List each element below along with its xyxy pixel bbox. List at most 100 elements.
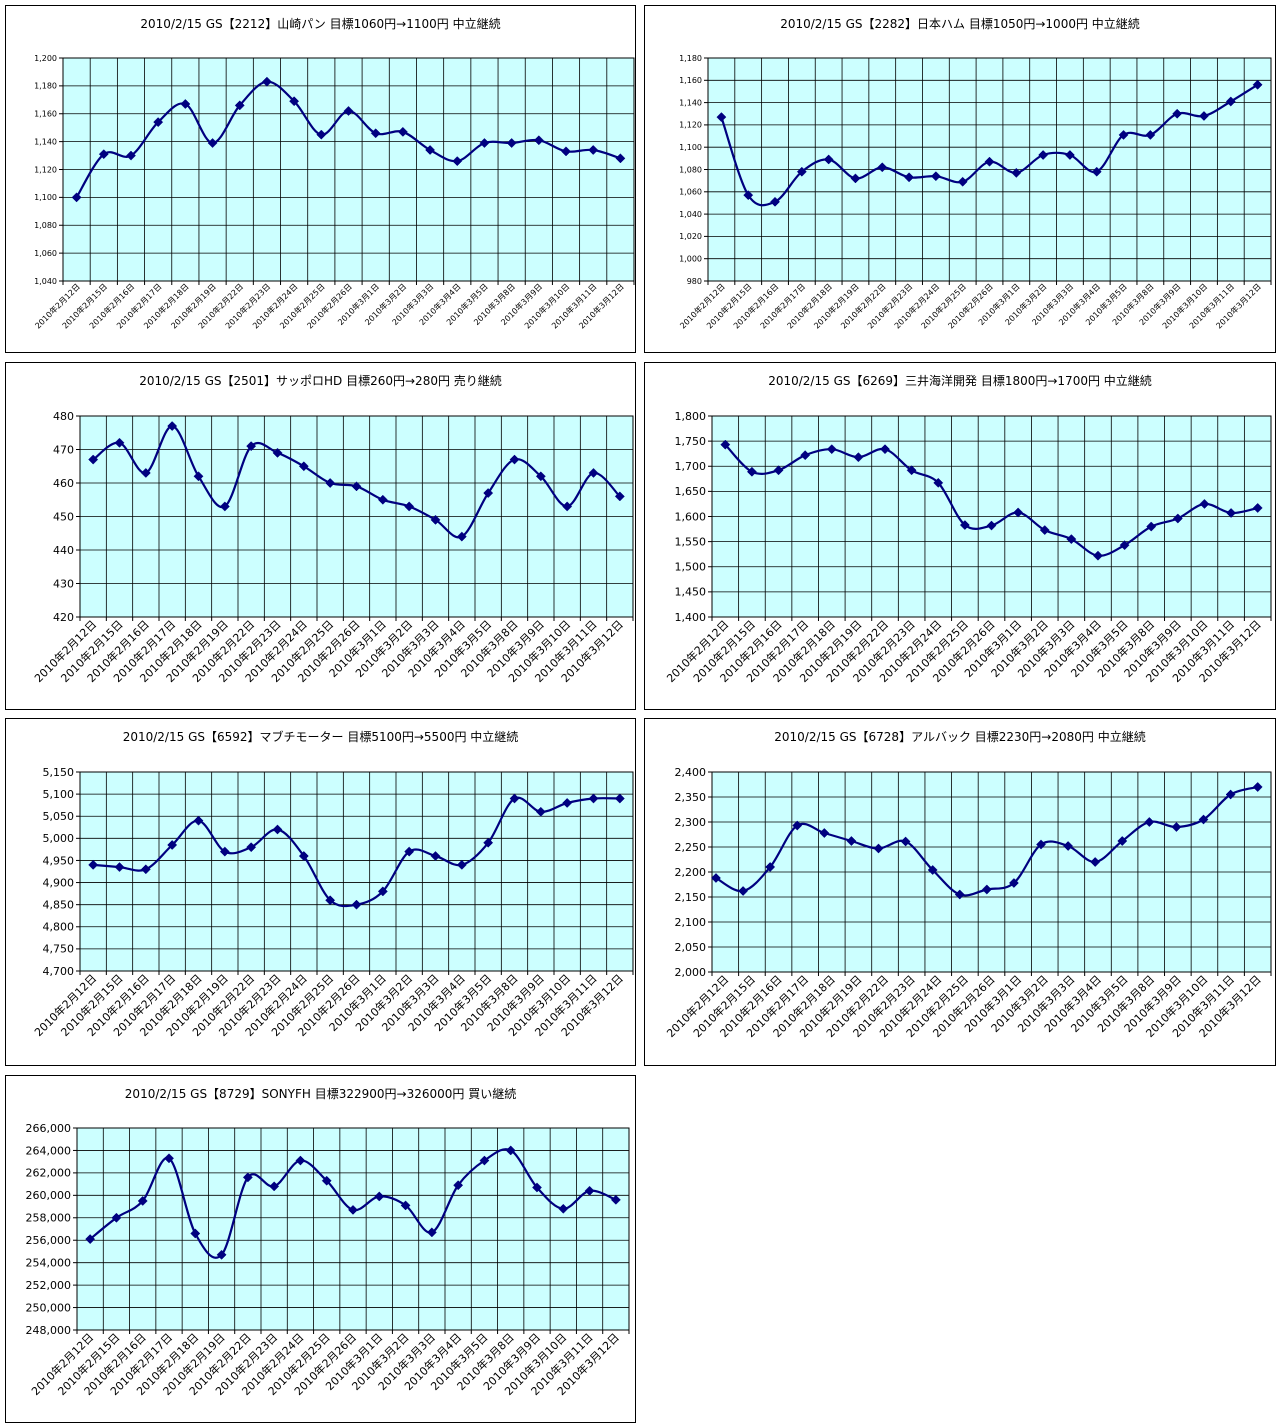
data-point-marker xyxy=(483,488,494,499)
chart-title: 2010/2/15 GS【2501】サッポロHD 目標260円→280円 売り継… xyxy=(139,373,502,388)
data-point-marker xyxy=(246,842,257,853)
data-point-marker xyxy=(853,452,864,463)
data-point-marker xyxy=(269,1181,280,1192)
data-point-marker xyxy=(325,895,336,906)
data-point-marker xyxy=(1008,878,1019,888)
data-point-marker xyxy=(126,150,136,161)
y-tick-label: 1,180 xyxy=(679,54,702,63)
data-point-marker xyxy=(1172,513,1183,524)
data-point-marker xyxy=(900,836,911,847)
data-point-marker xyxy=(85,1234,96,1245)
data-point-marker xyxy=(819,828,830,838)
y-tick-label: 470 xyxy=(53,443,74,456)
data-point-marker xyxy=(1252,79,1263,90)
y-tick-label: 1,040 xyxy=(34,277,57,286)
data-point-marker xyxy=(453,1180,464,1191)
data-point-marker xyxy=(430,851,441,861)
data-point-marker xyxy=(509,454,520,465)
y-tick-label: 248,000 xyxy=(26,1324,72,1337)
data-point-marker xyxy=(295,1155,306,1166)
y-tick-label: 4,950 xyxy=(43,854,75,867)
data-point-marker xyxy=(746,466,757,477)
data-point-marker xyxy=(98,149,109,160)
plot-area xyxy=(79,771,634,972)
data-point-marker xyxy=(770,196,780,207)
x-tick-label: 2010年2月24日 xyxy=(250,281,299,330)
data-point-marker xyxy=(71,192,82,203)
chart-title: 2010/2/15 GS【6592】マブチモーター 目標5100円→5500円 … xyxy=(123,729,519,744)
line-chart: 2010/2/15 GS【2212】山崎パン 目標1060円→1100円 中立継… xyxy=(33,16,635,331)
y-tick-label: 258,000 xyxy=(26,1212,72,1225)
data-point-marker xyxy=(535,806,546,817)
x-tick-label: 2010年2月16日 xyxy=(87,281,136,330)
data-point-marker xyxy=(984,156,995,167)
data-point-marker xyxy=(614,793,625,804)
y-tick-label: 4,850 xyxy=(43,899,75,912)
y-tick-label: 4,750 xyxy=(43,943,75,956)
y-tick-label: 480 xyxy=(53,410,74,423)
y-tick-label: 1,450 xyxy=(675,586,707,599)
data-point-marker xyxy=(1226,508,1237,518)
series-line xyxy=(89,1148,617,1259)
y-tick-label: 1,650 xyxy=(675,485,707,498)
data-point-marker xyxy=(716,112,727,123)
x-tick-label: 2010年2月18日 xyxy=(142,281,191,330)
chart-title: 2010/2/15 GS【8729】SONYFH 目標322900円→32600… xyxy=(125,1086,516,1101)
data-point-marker xyxy=(535,471,546,482)
data-point-marker xyxy=(88,859,99,870)
data-point-marker xyxy=(558,1203,569,1214)
y-tick-label: 1,750 xyxy=(675,435,707,448)
data-point-marker xyxy=(1225,96,1236,107)
data-point-marker xyxy=(246,441,257,452)
y-tick-label: 2,050 xyxy=(675,941,707,954)
data-point-marker xyxy=(153,117,164,128)
line-chart: 2010/2/15 GS【6269】三井海洋開発 目標1800円→1700円 中… xyxy=(664,373,1272,685)
line-chart: 2010/2/15 GS【6592】マブチモーター 目標5100円→5500円 … xyxy=(31,729,634,1039)
data-point-marker xyxy=(1199,498,1210,509)
chart-title: 2010/2/15 GS【6728】アルバック 目標2230円→2080円 中立… xyxy=(774,729,1145,744)
data-point-marker xyxy=(430,514,441,525)
y-tick-label: 5,000 xyxy=(43,832,75,845)
data-point-marker xyxy=(272,824,283,835)
data-point-marker xyxy=(1038,150,1049,160)
data-point-marker xyxy=(877,162,888,173)
data-point-marker xyxy=(114,437,125,448)
data-point-marker xyxy=(506,138,517,148)
y-tick-label: 5,100 xyxy=(43,788,75,801)
data-point-marker xyxy=(1066,534,1077,545)
y-tick-label: 440 xyxy=(53,544,74,557)
y-tick-label: 1,700 xyxy=(675,460,707,473)
y-tick-label: 2,100 xyxy=(675,916,707,929)
chart-panel-6592: 2010/2/15 GS【6592】マブチモーター 目標5100円→5500円 … xyxy=(5,718,636,1066)
line-chart: 2010/2/15 GS【2501】サッポロHD 目標260円→280円 売り継… xyxy=(31,373,634,685)
data-point-marker xyxy=(738,886,749,896)
line-chart: 2010/2/15 GS【6728】アルバック 目標2230円→2080円 中立… xyxy=(664,729,1272,1040)
y-tick-label: 250,000 xyxy=(26,1301,72,1314)
x-tick-label: 2010年3月12日 xyxy=(1214,281,1263,330)
data-point-marker xyxy=(562,798,573,808)
data-point-marker xyxy=(298,461,309,472)
data-point-marker xyxy=(505,1145,516,1156)
data-point-marker xyxy=(1063,841,1074,851)
data-point-marker xyxy=(743,190,754,201)
data-point-marker xyxy=(272,447,283,458)
y-tick-label: 1,180 xyxy=(34,82,57,91)
x-tick-label: 2010年2月19日 xyxy=(169,281,218,330)
data-point-marker xyxy=(140,864,151,875)
data-point-marker xyxy=(1119,540,1130,551)
data-point-marker xyxy=(823,154,834,165)
y-tick-label: 980 xyxy=(687,277,702,286)
data-point-marker xyxy=(348,1204,358,1215)
data-point-marker xyxy=(397,126,408,137)
x-tick-label: 2010年3月11日 xyxy=(1187,281,1236,330)
data-point-marker xyxy=(164,1153,174,1164)
data-point-marker xyxy=(796,166,807,177)
y-tick-label: 254,000 xyxy=(26,1257,72,1270)
data-point-marker xyxy=(532,1182,542,1193)
data-point-marker xyxy=(193,815,204,826)
y-tick-label: 1,020 xyxy=(679,232,702,241)
chart-panel-2501: 2010/2/15 GS【2501】サッポロHD 目標260円→280円 売り継… xyxy=(5,362,636,710)
data-point-marker xyxy=(588,793,599,804)
y-tick-label: 5,050 xyxy=(43,810,75,823)
data-point-marker xyxy=(1064,150,1075,160)
